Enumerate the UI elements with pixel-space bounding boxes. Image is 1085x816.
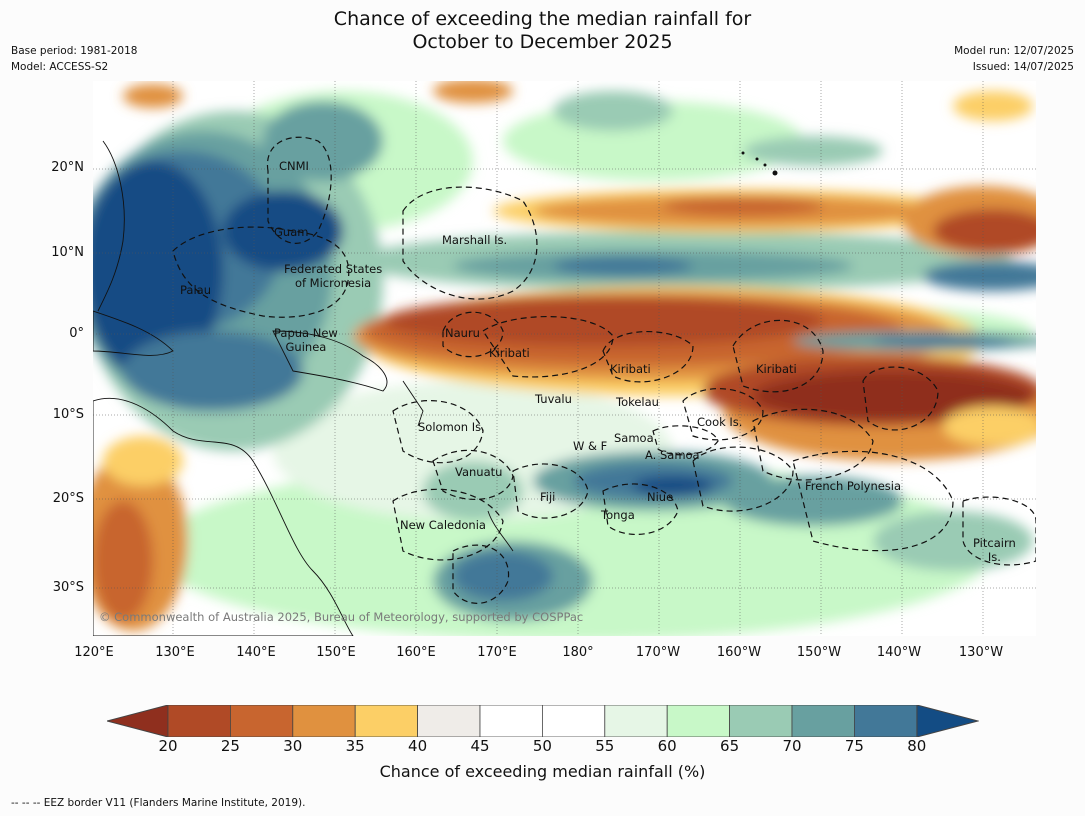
lat-label-10n: 10°N	[51, 245, 84, 260]
colorbar-tick-label: 70	[782, 737, 802, 755]
title-line-2: October to December 2025	[412, 31, 673, 53]
lon-label-120e: 120°E	[74, 645, 114, 660]
region-label-vanuatu: Vanuatu	[455, 465, 503, 479]
lon-label-170w: 170°W	[635, 645, 681, 660]
colorbar-tick-label: 60	[657, 737, 677, 755]
issued-date: Issued: 14/07/2025	[972, 61, 1074, 73]
colorbar-segment	[292, 705, 356, 737]
colorbar-tick-label: 45	[470, 737, 490, 755]
rainfall-map	[93, 81, 1036, 636]
new-caledonia-coast	[487, 510, 514, 552]
meta-right: Model run: 12/07/2025 Issued: 14/07/2025	[954, 43, 1074, 75]
lat-label-equator: 0°	[69, 326, 84, 341]
lon-label-140w: 140°W	[876, 645, 922, 660]
lon-label-140e: 140°E	[236, 645, 276, 660]
colorbar-tick-label: 50	[532, 737, 552, 755]
lat-label-10s: 10°S	[52, 407, 84, 422]
region-label-tuvalu: Tuvalu	[535, 392, 572, 406]
eez-borders	[172, 136, 1036, 604]
model-run: Model run: 12/07/2025	[954, 45, 1074, 57]
colorbar-segment	[479, 705, 543, 737]
colorbar-tick-label: 65	[720, 737, 740, 755]
region-label-samoa: Samoa	[614, 431, 654, 445]
colorbar-tick-label: 75	[844, 737, 864, 755]
colorbar-title: Chance of exceeding median rainfall (%)	[379, 762, 706, 781]
lat-label-30s: 30°S	[52, 580, 84, 595]
colorbar-segment	[791, 705, 855, 737]
colorbar-tick-label: 20	[158, 737, 178, 755]
colorbar-segment	[230, 705, 294, 737]
colorbar-segment	[729, 705, 793, 737]
copyright-notice: © Commonwealth of Australia 2025, Bureau…	[99, 610, 584, 624]
colorbar-segment	[167, 705, 231, 737]
lat-label-20n: 20°N	[51, 160, 84, 175]
colorbar-tick-label: 55	[595, 737, 615, 755]
gridlines	[93, 81, 1036, 636]
colorbar-tick-label: 35	[345, 737, 365, 755]
region-label-solomon-is: Solomon Is.	[418, 420, 485, 434]
colorbar-segment	[541, 705, 606, 737]
colorbar-tick-label: 30	[283, 737, 303, 755]
lon-label-150w: 150°W	[796, 645, 842, 660]
region-label-wallis-futuna: W & F	[573, 439, 608, 453]
model-name: Model: ACCESS-S2	[11, 61, 109, 73]
region-label-fsm: Federated States of Micronesia	[284, 262, 383, 290]
hawaii-islands	[741, 151, 778, 176]
colorbar-segment	[604, 705, 668, 737]
region-label-new-caledonia: New Caledonia	[400, 518, 486, 532]
region-label-marshall-is: Marshall Is.	[442, 233, 508, 247]
new-guinea-coast	[272, 330, 388, 392]
map-title: Chance of exceeding the median rainfall …	[0, 8, 1085, 54]
lon-label-170e: 170°E	[477, 645, 517, 660]
probability-field	[93, 81, 1036, 636]
region-label-american-samoa: A. Samoa	[645, 448, 700, 462]
region-label-palau: Palau	[180, 283, 211, 297]
colorbar-segment	[354, 705, 418, 737]
lon-label-150e: 150°E	[316, 645, 356, 660]
lon-label-160e: 160°E	[396, 645, 436, 660]
rainfall-map-svg	[93, 81, 1036, 636]
colorbar-tick-label: 25	[220, 737, 240, 755]
region-label-guam: Guam	[274, 225, 309, 239]
region-label-cook-is: Cook Is.	[697, 415, 743, 429]
colorbar-low-extension	[107, 705, 169, 737]
colorbar-segment	[854, 705, 918, 737]
colorbar-tick-label: 40	[408, 737, 428, 755]
solomon-coast	[402, 380, 424, 427]
title-line-1: Chance of exceeding the median rainfall …	[333, 8, 752, 30]
base-period: Base period: 1981-2018	[11, 45, 138, 57]
philippines-coast	[97, 140, 125, 312]
australia-coast	[93, 397, 354, 636]
lon-label-160w: 160°W	[716, 645, 762, 660]
region-label-tonga: Tonga	[601, 508, 635, 522]
meta-left: Base period: 1981-2018 Model: ACCESS-S2	[11, 43, 137, 75]
region-label-fiji: Fiji	[540, 490, 556, 504]
region-label-french-polynesia: French Polynesia	[805, 479, 902, 493]
region-label-png: Papua New Guinea	[274, 326, 338, 354]
region-label-nauru: Nauru	[445, 326, 480, 340]
lat-label-20s: 20°S	[52, 491, 84, 506]
region-label-niue: Niue	[647, 490, 674, 504]
colorbar-tick-label: 80	[907, 737, 927, 755]
region-label-tokelau: Tokelau	[616, 395, 659, 409]
colorbar	[107, 705, 979, 737]
lon-label-130e: 130°E	[155, 645, 195, 660]
colorbar-high-extension	[916, 705, 979, 737]
region-label-kiribati-central: Kiribati	[610, 362, 651, 376]
region-label-pitcairn-is: Pitcairn Is.	[973, 536, 1016, 564]
colorbar-segment	[666, 705, 731, 737]
lon-label-130w: 130°W	[958, 645, 1004, 660]
region-label-kiribati-east: Kiribati	[756, 362, 797, 376]
lon-label-180: 180°	[562, 645, 594, 660]
region-label-cnmi: CNMI	[279, 159, 309, 173]
colorbar-segment	[417, 705, 481, 737]
eez-legend: -- -- -- EEZ border V11 (Flanders Marine…	[11, 797, 306, 809]
region-label-kiribati-west: Kiribati	[489, 346, 530, 360]
